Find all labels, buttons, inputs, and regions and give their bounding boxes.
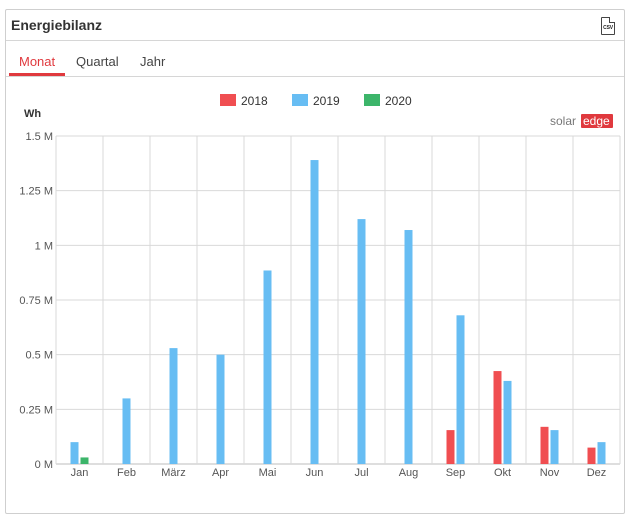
bar-2019-Jan bbox=[70, 442, 79, 464]
bar-2019-Jul bbox=[357, 219, 366, 464]
chart-legend: 2018 2019 2020 bbox=[220, 94, 412, 108]
x-tick-label: März bbox=[161, 467, 185, 479]
legend-label-2018: 2018 bbox=[241, 94, 268, 108]
x-tick-label: Jul bbox=[354, 467, 368, 479]
bar-2019-Feb bbox=[122, 398, 131, 464]
legend-label-2020: 2020 bbox=[385, 94, 412, 108]
tab-monat[interactable]: Monat bbox=[19, 54, 56, 69]
solaredge-logo: solar edge bbox=[550, 114, 613, 128]
bar-2018-Dez bbox=[587, 447, 596, 464]
bar-2018-Okt bbox=[493, 371, 502, 464]
tab-quartal[interactable]: Quartal bbox=[76, 54, 119, 69]
chart-bars bbox=[70, 160, 606, 464]
bar-2019-Mai bbox=[263, 270, 272, 464]
x-tick-label: Feb bbox=[117, 467, 136, 479]
bar-2019-Okt bbox=[503, 380, 512, 464]
y-tick-label: 0.75 M bbox=[19, 295, 53, 307]
x-tick-label: Mai bbox=[259, 467, 277, 479]
energy-chart: 0 M 0.25 M 0.5 M 0.75 M 1 M 1.25 M 1.5 M Jan Feb… bbox=[19, 94, 621, 479]
x-tick-label: Dez bbox=[587, 467, 607, 479]
legend-label-2019: 2019 bbox=[313, 94, 340, 108]
bar-2019-Apr bbox=[216, 354, 225, 464]
legend-swatch-2020 bbox=[364, 94, 380, 106]
csv-icon-text: CSV bbox=[603, 25, 613, 31]
y-axis-unit: Wh bbox=[24, 108, 41, 120]
bar-2018-Sep bbox=[446, 430, 455, 464]
y-tick-label: 1 M bbox=[35, 240, 53, 252]
bar-2019-März bbox=[169, 348, 178, 464]
x-tick-label: Apr bbox=[212, 467, 229, 479]
legend-swatch-2018 bbox=[220, 94, 236, 106]
bar-2019-Jun bbox=[310, 160, 319, 464]
x-tick-label: Aug bbox=[399, 467, 419, 479]
bar-2018-Nov bbox=[540, 426, 549, 464]
chart-labels: 0 M 0.25 M 0.5 M 0.75 M 1 M 1.25 M 1.5 M Jan Feb… bbox=[19, 131, 606, 479]
x-tick-label: Nov bbox=[540, 467, 560, 479]
x-tick-label: Jan bbox=[71, 467, 89, 479]
x-tick-label: Okt bbox=[494, 467, 511, 479]
bar-2020-Jan bbox=[80, 457, 89, 464]
x-tick-label: Sep bbox=[446, 467, 466, 479]
csv-download-icon[interactable]: CSV bbox=[601, 17, 615, 35]
y-tick-label: 1.25 M bbox=[19, 186, 53, 198]
legend-swatch-2019 bbox=[292, 94, 308, 106]
chart-grid bbox=[55, 135, 621, 465]
logo-text-edge: edge bbox=[583, 114, 610, 128]
logo-edge-box bbox=[581, 114, 613, 128]
period-tabs: Monat Quartal Jahr bbox=[6, 41, 624, 77]
tab-jahr[interactable]: Jahr bbox=[140, 54, 166, 69]
y-tick-label: 0 M bbox=[35, 459, 53, 471]
energy-balance-widget: Energiebilanz CSV Monat Quartal Jahr 0 M… bbox=[5, 9, 625, 514]
bar-2019-Nov bbox=[550, 430, 559, 464]
bar-2019-Sep bbox=[456, 315, 465, 464]
widget-header: Energiebilanz CSV bbox=[6, 10, 624, 41]
x-tick-label: Jun bbox=[306, 467, 324, 479]
y-tick-label: 0.5 M bbox=[25, 350, 53, 362]
logo-text-solar: solar bbox=[550, 114, 576, 128]
active-tab-indicator bbox=[9, 73, 65, 76]
bar-2019-Aug bbox=[404, 230, 413, 464]
widget-title: Energiebilanz bbox=[11, 17, 103, 33]
y-tick-label: 1.5 M bbox=[25, 131, 53, 143]
bar-2019-Dez bbox=[597, 442, 606, 464]
y-tick-label: 0.25 M bbox=[19, 404, 53, 416]
